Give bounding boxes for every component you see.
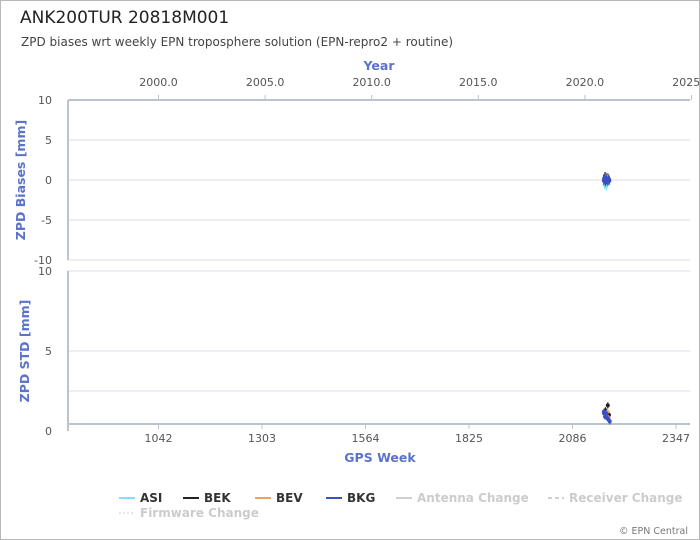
biases-y-tick-label: 10 [38, 94, 52, 107]
year-tick-label: 2015.0 [459, 76, 498, 89]
std-point-bkg [607, 419, 612, 424]
std-y-tick-label: 5 [45, 345, 52, 358]
std-y-tick-label: 10 [38, 265, 52, 278]
credit-text: © EPN Central [619, 526, 688, 537]
gps-week-tick-label: 1564 [352, 432, 380, 445]
std-y-tick-label: 0 [45, 425, 52, 438]
gps-week-tick-label: 2086 [559, 432, 587, 445]
legend-item-asi[interactable]: ASI [140, 491, 162, 505]
year-tick-label: 2010.0 [352, 76, 391, 89]
biases-panel: 10 5 0 -5 -10 2000.0 2005.0 2010.0 2015.0 2020.0 2… [34, 76, 700, 267]
biases-y-tick-label: -10 [34, 254, 52, 267]
gps-week-axis-title: GPS Week [344, 450, 416, 465]
year-tick-label: 2000.0 [139, 76, 178, 89]
legend-item-bek[interactable]: BEK [204, 491, 231, 505]
biases-y-tick-label: -5 [41, 214, 52, 227]
legend-item-antenna-change[interactable]: Antenna Change [417, 491, 529, 505]
biases-y-tick-label: 5 [45, 134, 52, 147]
std-point-bek [605, 403, 610, 408]
biases-y-tick-label: 0 [45, 174, 52, 187]
chart-title: ANK200TUR 20818M001 [20, 8, 230, 28]
year-tick-label: 2025.0 [672, 76, 700, 89]
legend-item-firmware-change[interactable]: Firmware Change [140, 506, 259, 520]
gps-week-tick-label: 1303 [248, 432, 276, 445]
std-panel: 10 5 0 1042 1303 1564 1825 2086 2347 [38, 265, 690, 445]
legend-item-receiver-change[interactable]: Receiver Change [569, 491, 683, 505]
year-tick-label: 2020.0 [566, 76, 605, 89]
bias-point-bkg [607, 178, 612, 183]
gps-week-tick-label: 1825 [455, 432, 483, 445]
zpd-biases-axis-title: ZPD Biases [mm] [13, 120, 28, 240]
gps-week-tick-label: 2347 [662, 432, 690, 445]
year-tick-label: 2005.0 [246, 76, 285, 89]
chart-subtitle: ZPD biases wrt weekly EPN troposphere so… [21, 35, 454, 49]
std-point-bkg [604, 411, 609, 416]
gps-week-tick-label: 1042 [145, 432, 173, 445]
legend-item-bkg[interactable]: BKG [347, 491, 375, 505]
legend: ASI BEK BEV BKG Antenna Change Receiver Chang… [119, 491, 683, 520]
legend-item-bev[interactable]: BEV [276, 491, 303, 505]
zpd-std-axis-title: ZPD STD [mm] [17, 300, 32, 403]
year-axis-title: Year [363, 58, 396, 73]
